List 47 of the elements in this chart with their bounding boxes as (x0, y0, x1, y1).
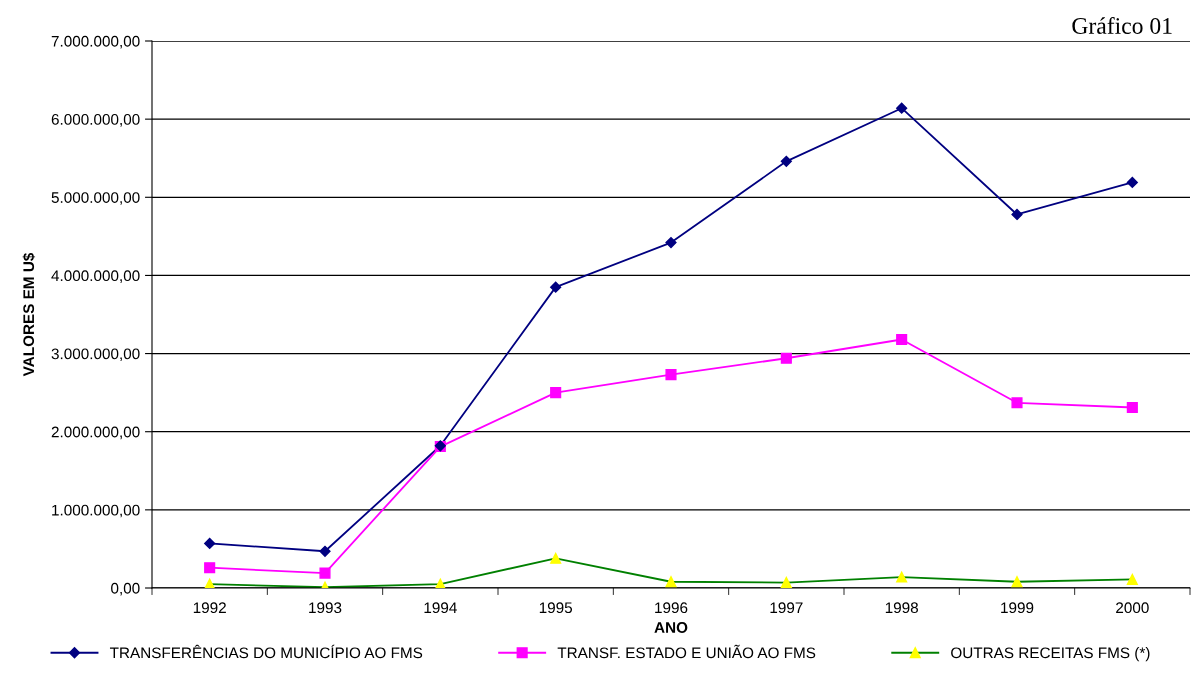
x-tick-label: 1995 (539, 602, 573, 614)
legend-label: OUTRAS RECEITAS FMS (*) (951, 647, 1150, 662)
x-tick-label: 1997 (770, 602, 803, 614)
point (665, 237, 677, 249)
point (1011, 208, 1023, 221)
point (665, 576, 677, 588)
x-tick-label: 1996 (655, 602, 688, 614)
point (896, 102, 908, 114)
point (434, 578, 446, 588)
chart-title: Gráfico 01 (1072, 17, 1172, 34)
y-tick-label: 4.000.000,00 (51, 270, 140, 283)
point (1011, 576, 1023, 588)
point (319, 567, 331, 579)
point (319, 545, 331, 557)
point (665, 369, 677, 381)
x-tick-label: 1993 (309, 602, 342, 614)
point (204, 562, 216, 574)
point (780, 576, 792, 588)
point (550, 281, 562, 293)
y-tick-label: 7.000.000,00 (51, 35, 140, 49)
x-tick-label: 1994 (424, 602, 457, 614)
x-tick-label: 1998 (885, 602, 918, 614)
y-tick-label: 3.000.000,00 (51, 348, 140, 362)
point (1126, 573, 1138, 585)
point (550, 552, 562, 564)
x-tick-label: 2000 (1116, 602, 1149, 614)
x-axis-title: ANO (654, 622, 688, 633)
legend-label: TRANSF. ESTADO E UNIÃO AO FMS (557, 644, 816, 659)
y-tick-label: 2.000.000,00 (51, 426, 140, 440)
point (780, 352, 792, 364)
point (1011, 397, 1023, 409)
y-axis-title: VALORES EM U$ (22, 252, 36, 377)
point (780, 155, 792, 167)
point (204, 537, 216, 550)
y-tick-label: 5.000.000,00 (51, 192, 140, 205)
y-tick-label: 6.000.000,00 (51, 114, 140, 127)
point (550, 387, 562, 399)
point (1126, 176, 1138, 189)
point (204, 578, 216, 588)
y-tick-label: 0,00 (111, 582, 140, 596)
x-tick-label: 1999 (1001, 602, 1034, 614)
x-tick-label: 1992 (193, 602, 226, 614)
point (896, 333, 908, 346)
legend-label: TRANSFERÊNCIAS DO MUNICÍPIO AO FMS (109, 644, 423, 659)
point (896, 571, 908, 583)
point (1126, 401, 1138, 414)
y-tick-label: 1.000.000,00 (52, 504, 140, 518)
